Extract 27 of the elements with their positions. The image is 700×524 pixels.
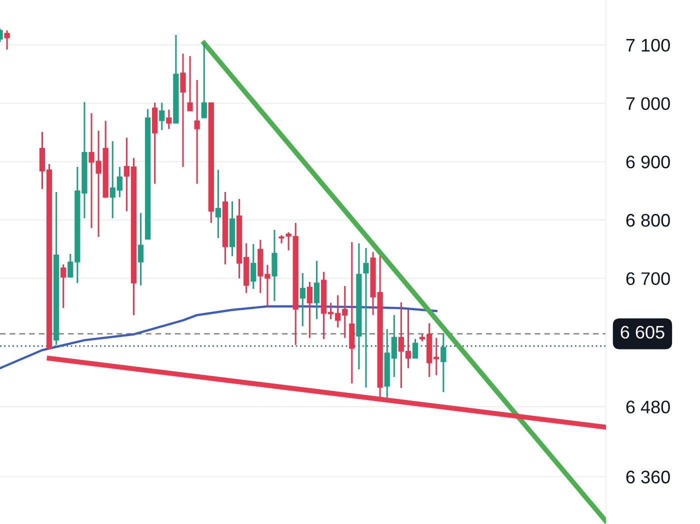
y-tick-label: 6 360	[626, 470, 670, 484]
line-series	[0, 305, 438, 370]
candlestick	[166, 108, 172, 130]
candlestick	[159, 102, 165, 131]
ref-line-label: 6 605	[620, 326, 664, 339]
candlestick	[250, 243, 256, 290]
candlestick	[412, 338, 418, 360]
candlestick	[314, 260, 320, 320]
candlestick	[4, 30, 10, 50]
y-tick-label: 6 700	[626, 272, 670, 286]
candlestick	[272, 229, 278, 302]
y-tick-label: 7 000	[626, 97, 670, 110]
candlestick	[194, 79, 200, 185]
candlestick	[300, 272, 306, 327]
candlestick	[306, 281, 312, 339]
candlestick	[363, 247, 369, 388]
candlestick	[138, 212, 144, 286]
candlestick	[187, 55, 193, 112]
candlestick	[215, 169, 221, 239]
y-tick-label: 6 480	[626, 400, 670, 414]
candlestick	[201, 42, 207, 119]
candlestick	[60, 264, 66, 309]
y-tick-label: 6 900	[626, 156, 670, 168]
candlestick	[180, 52, 186, 168]
y-tick-label: 6 800	[626, 214, 670, 227]
y-tick-label: 7 100	[626, 38, 670, 52]
candlestick	[440, 332, 446, 393]
